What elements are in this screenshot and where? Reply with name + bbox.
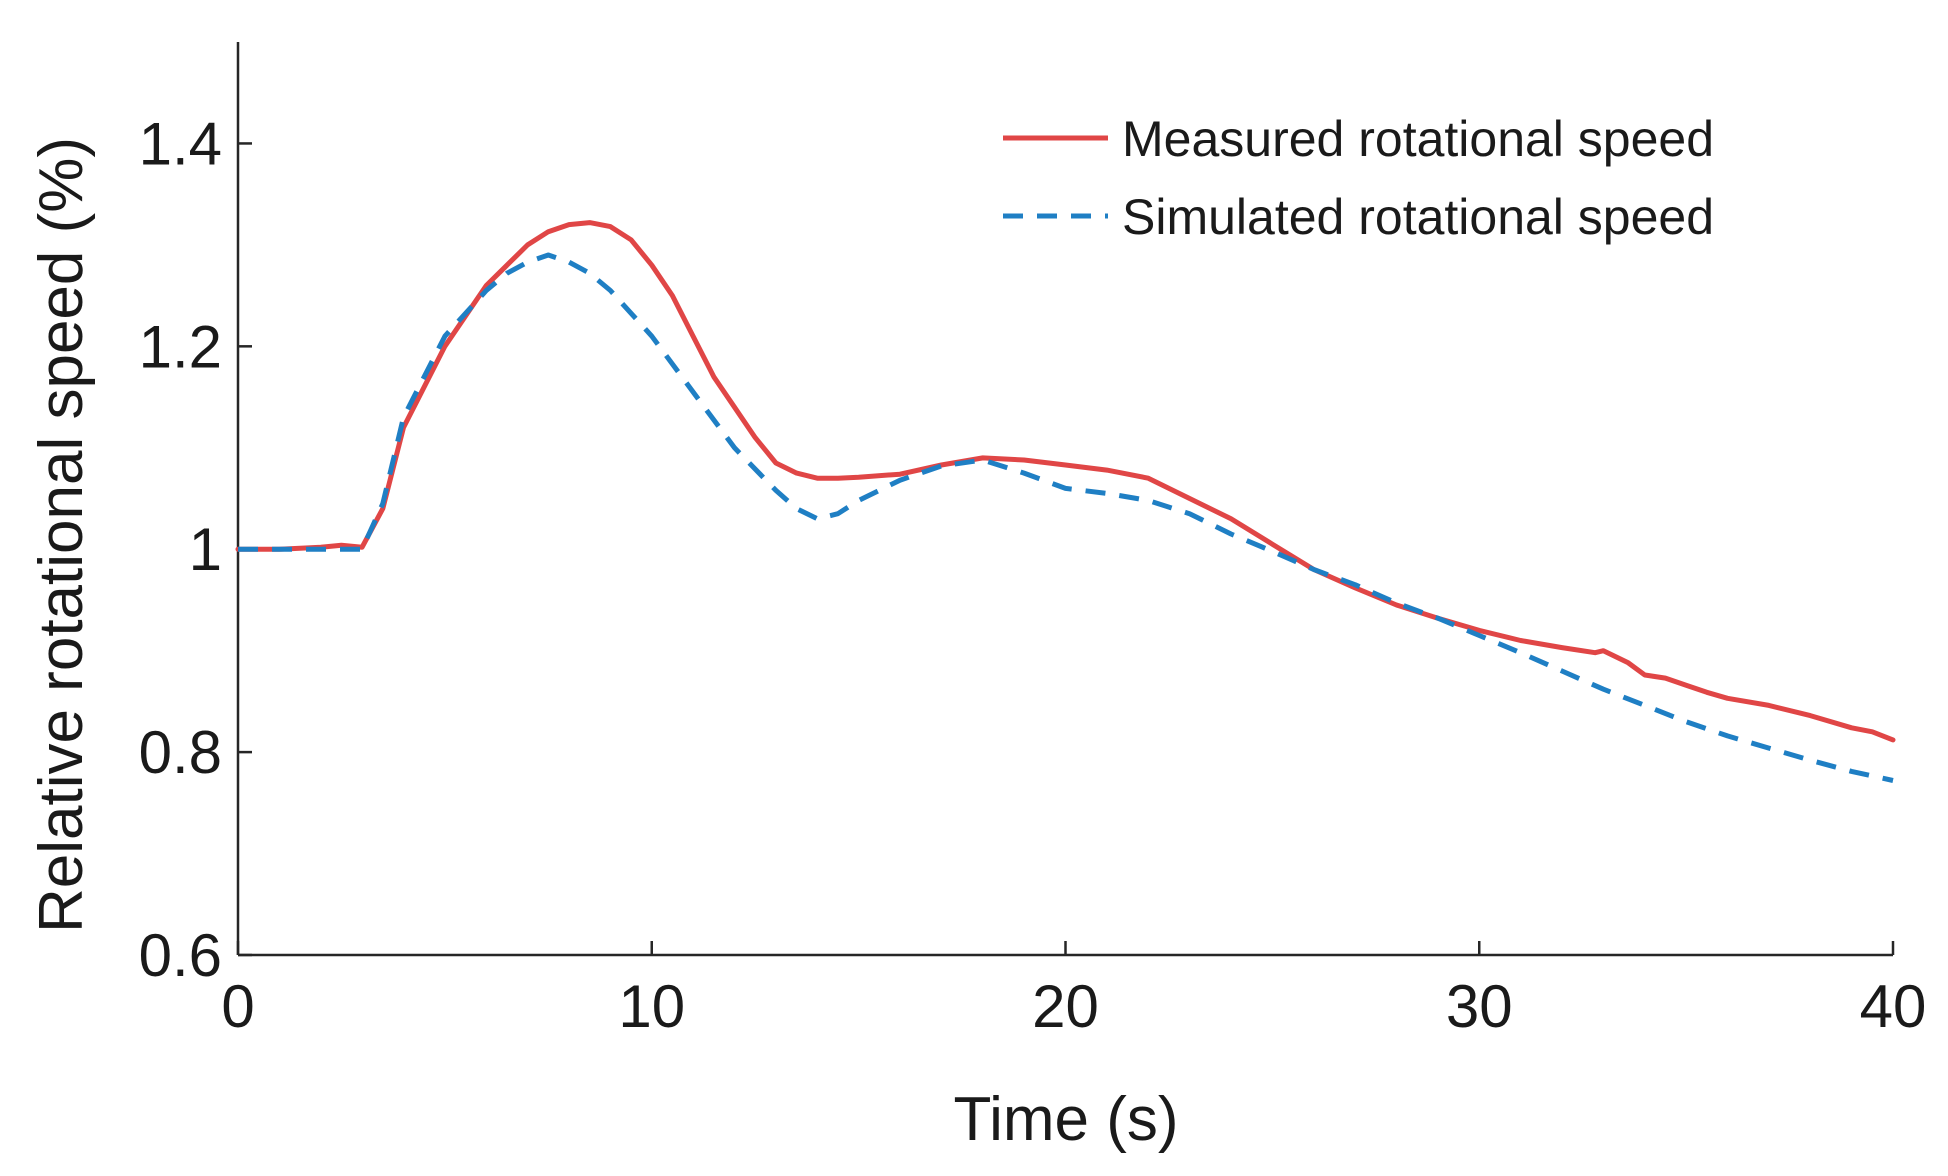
y-tick-label: 0.6	[139, 922, 222, 989]
legend-label-simulated: Simulated rotational speed	[1122, 189, 1714, 245]
series-line-measured	[235, 220, 1896, 743]
axes	[236, 42, 1893, 957]
series-lines	[235, 220, 1896, 783]
legend: Measured rotational speed Simulated rota…	[1003, 111, 1714, 245]
y-tick-label: 1.4	[139, 110, 222, 177]
x-tick-label: 40	[1860, 973, 1927, 1040]
x-tick-label: 0	[221, 973, 254, 1040]
y-tick-label: 0.8	[139, 719, 222, 786]
y-tick-label: 1.2	[139, 313, 222, 380]
x-tick-label: 10	[618, 973, 685, 1040]
y-axis-ticks: 0.6 0.8 1 1.2 1.4	[139, 110, 252, 989]
y-tick-label: 1	[189, 516, 222, 583]
x-axis-title: Time (s)	[954, 1085, 1179, 1154]
x-tick-label: 20	[1032, 973, 1099, 1040]
x-axis-ticks: 0 10 20 30 40	[221, 941, 1926, 1040]
y-axis-title: Relative rotational speed (%)	[27, 137, 96, 933]
x-tick-label: 30	[1446, 973, 1513, 1040]
legend-label-measured: Measured rotational speed	[1122, 111, 1714, 167]
series-line-simulated	[238, 252, 1894, 783]
